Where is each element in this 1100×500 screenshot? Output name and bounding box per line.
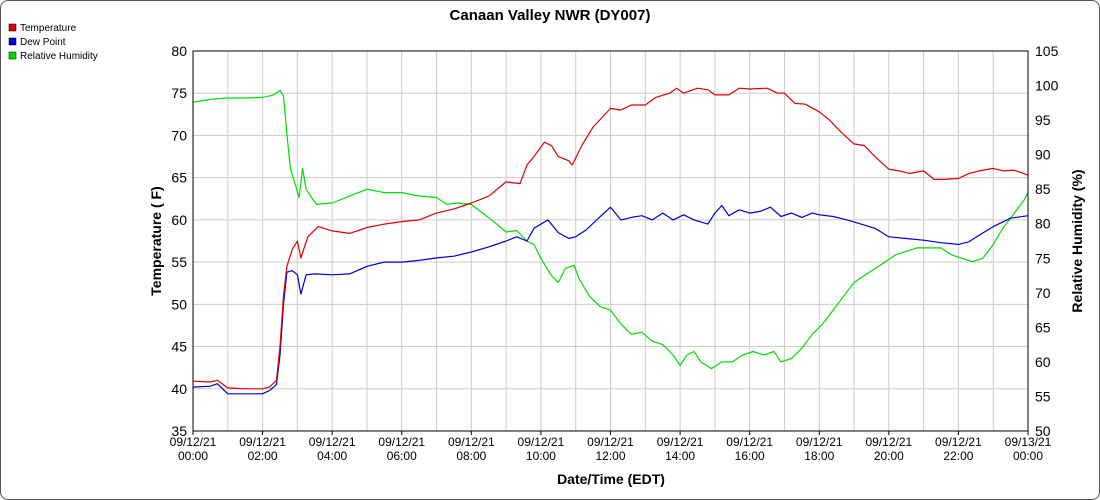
y-left-tick-label: 65 [171,170,187,186]
y-right-tick-label: 90 [1035,147,1051,163]
x-tick-time: 20:00 [874,449,904,463]
x-tick-date: 09/12/21 [518,435,565,449]
x-tick-time: 14:00 [665,449,695,463]
x-tick-date: 09/12/21 [309,435,356,449]
y-axis-right-ticks: 50 55 60 65 70 75 80 85 90 95 100 105 [1035,43,1059,439]
legend: Temperature Dew Point Relative Humidity [8,23,98,62]
x-tick-date: 09/12/21 [726,435,773,449]
x-tick-date: 09/12/21 [657,435,704,449]
y-left-tick-label: 80 [171,43,187,59]
x-tick-time: 00:00 [178,449,208,463]
x-tick-time: 18:00 [804,449,834,463]
y-axis-right-label: Relative Humidity (%) [1069,169,1085,312]
y-right-tick-label: 75 [1035,250,1051,266]
x-axis-ticks: 09/12/2100:0009/12/2102:0009/12/2104:000… [170,431,1052,463]
y-right-tick-label: 55 [1035,388,1051,404]
x-tick-date: 09/12/21 [170,435,217,449]
y-right-tick-label: 50 [1035,423,1051,439]
series-line-dew-point [192,204,1029,395]
x-tick-date: 09/12/21 [587,435,634,449]
series-line-relative-humidity [192,89,1029,370]
legend-label: Relative Humidity [20,51,98,62]
series-lines [192,87,1029,395]
legend-swatch [8,37,17,46]
x-tick-time: 12:00 [595,449,625,463]
y-left-tick-label: 35 [171,423,187,439]
series-line-temperature [192,87,1029,390]
x-tick-date: 09/13/21 [1005,435,1052,449]
x-tick-time: 06:00 [387,449,417,463]
y-left-tick-label: 75 [171,85,187,101]
x-axis-label: Date/Time (EDT) [557,471,665,487]
y-left-tick-label: 45 [171,339,187,355]
y-right-tick-label: 60 [1035,354,1051,370]
x-tick-date: 09/12/21 [239,435,286,449]
x-tick-date: 09/12/21 [935,435,982,449]
x-tick-time: 00:00 [1013,449,1043,463]
y-axis-left-ticks: 35 40 45 50 55 60 65 70 75 80 [171,43,187,439]
legend-swatch [8,51,17,60]
legend-label: Temperature [20,23,77,34]
x-tick-time: 10:00 [526,449,556,463]
legend-swatch [8,23,17,32]
x-tick-date: 09/12/21 [448,435,495,449]
x-tick-time: 04:00 [317,449,347,463]
x-tick-time: 22:00 [943,449,973,463]
legend-label: Dew Point [20,37,66,48]
y-right-tick-label: 85 [1035,181,1051,197]
x-tick-date: 09/12/21 [378,435,425,449]
y-axis-left-label: Temperature ( F) [148,186,164,295]
y-left-tick-label: 70 [171,127,187,143]
x-tick-time: 16:00 [735,449,765,463]
y-left-tick-label: 50 [171,296,187,312]
y-right-tick-label: 65 [1035,319,1051,335]
y-left-tick-label: 60 [171,212,187,228]
y-right-tick-label: 95 [1035,112,1051,128]
x-tick-date: 09/12/21 [865,435,912,449]
x-tick-date: 09/12/21 [796,435,843,449]
y-right-tick-label: 100 [1035,78,1059,94]
y-right-tick-label: 105 [1035,43,1059,59]
y-left-tick-label: 55 [171,254,187,270]
y-right-tick-label: 70 [1035,285,1051,301]
y-left-tick-label: 40 [171,381,187,397]
y-right-tick-label: 80 [1035,216,1051,232]
x-tick-time: 08:00 [456,449,486,463]
x-tick-time: 02:00 [248,449,278,463]
chart-title: Canaan Valley NWR (DY007) [450,7,651,24]
